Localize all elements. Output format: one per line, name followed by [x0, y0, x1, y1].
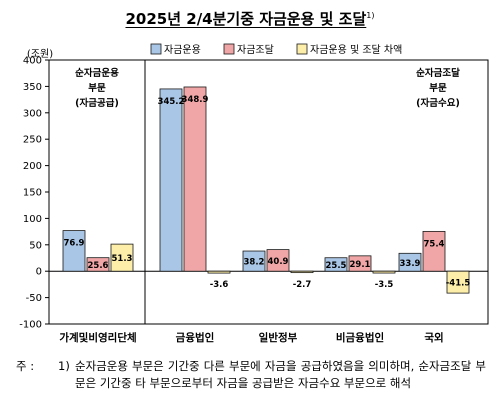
y-tick-label: 400	[23, 56, 42, 67]
bar-value-label: -41.5	[446, 279, 471, 289]
bar-value-label: 51.3	[112, 254, 133, 264]
bar-value-label: -3.5	[375, 280, 394, 290]
annotation-net-borrowing: (자금수요)	[416, 97, 460, 109]
x-category-label: 국외	[424, 332, 443, 344]
y-tick-label: 350	[23, 82, 42, 93]
annotation-net-lending: 순자금운용	[75, 67, 119, 79]
annotation-net-lending: (자금공급)	[75, 97, 119, 109]
chart-title: 2025년 2/4분기중 자금운용 및 조달1)	[0, 8, 500, 29]
bar	[159, 88, 183, 272]
annotation-net-borrowing: 부문	[429, 82, 447, 94]
bar-value-label: 29.1	[350, 260, 371, 270]
bar	[446, 270, 470, 294]
bar	[398, 252, 422, 272]
y-tick-label: -50	[26, 293, 42, 304]
y-tick-label: 50	[29, 240, 42, 251]
footnote-text: 순자금운용 부문은 기간중 다른 부문에 자금을 공급하였음을 의미하며, 순자…	[75, 359, 486, 390]
y-tick-label: 200	[23, 161, 42, 172]
x-category-label: 비금융법인	[336, 331, 384, 344]
bar-value-label: 40.9	[268, 257, 289, 267]
bar	[290, 270, 314, 274]
bar	[242, 250, 266, 272]
chart-title-text: 2025년 2/4분기중 자금운용 및 조달	[125, 10, 367, 28]
legend-swatch	[150, 43, 162, 55]
bar-value-label: 25.6	[88, 261, 109, 271]
bar	[348, 255, 372, 272]
bar	[62, 230, 86, 272]
bar-value-label: -2.7	[293, 280, 312, 290]
legend-swatch	[296, 43, 308, 55]
bar-chart: (조원) -100 -50 0 50 100 150 200 250 300 350 400 가계및비영…	[19, 43, 489, 344]
footnote: 주 : 1) 순자금운용 부문은 기간중 다른 부문에 자금을 공급하였음을 의…	[16, 358, 486, 392]
title-footnote-marker: 1)	[366, 11, 375, 20]
y-tick-label: 300	[23, 108, 42, 119]
y-tick-label: 150	[23, 188, 42, 199]
y-tick-label: -100	[19, 320, 42, 331]
footnote-prefix: 주 :	[16, 359, 35, 373]
bar	[207, 270, 231, 274]
legend-label: 자금조달	[237, 44, 274, 56]
y-tick-label: 0	[36, 267, 42, 278]
bar	[110, 243, 134, 272]
bar	[372, 270, 396, 274]
y-axis-unit-label: (조원)	[27, 48, 53, 60]
bar	[183, 86, 207, 272]
legend-label: 자금운용	[164, 44, 201, 56]
x-category-label: 금융법인	[176, 331, 215, 344]
bar-value-label: 38.2	[244, 258, 265, 268]
bar-value-label: 33.9	[400, 259, 421, 269]
x-category-label: 가계및비영리단체	[59, 331, 136, 344]
bar-value-label: 25.5	[326, 261, 347, 271]
y-tick-label: 100	[23, 214, 42, 225]
bar	[324, 257, 348, 272]
bar	[266, 249, 290, 272]
bar	[86, 257, 110, 272]
bar-value-label: 348.9	[182, 95, 209, 105]
x-category-label: 일반정부	[259, 331, 298, 344]
annotation-net-lending: 부문	[88, 82, 106, 94]
bar-value-label: -3.6	[210, 280, 229, 290]
y-tick-label: 250	[23, 135, 42, 146]
bar-value-label: 75.4	[424, 239, 445, 249]
legend-label: 자금운용 및 조달 차액	[310, 44, 402, 56]
bar-value-label: 76.9	[64, 239, 85, 249]
bar	[422, 230, 446, 272]
annotation-net-borrowing: 순자금조달	[416, 67, 460, 79]
footnote-number: 1)	[58, 359, 70, 373]
legend-swatch	[223, 43, 235, 55]
bar-value-label: 345.2	[158, 97, 185, 107]
